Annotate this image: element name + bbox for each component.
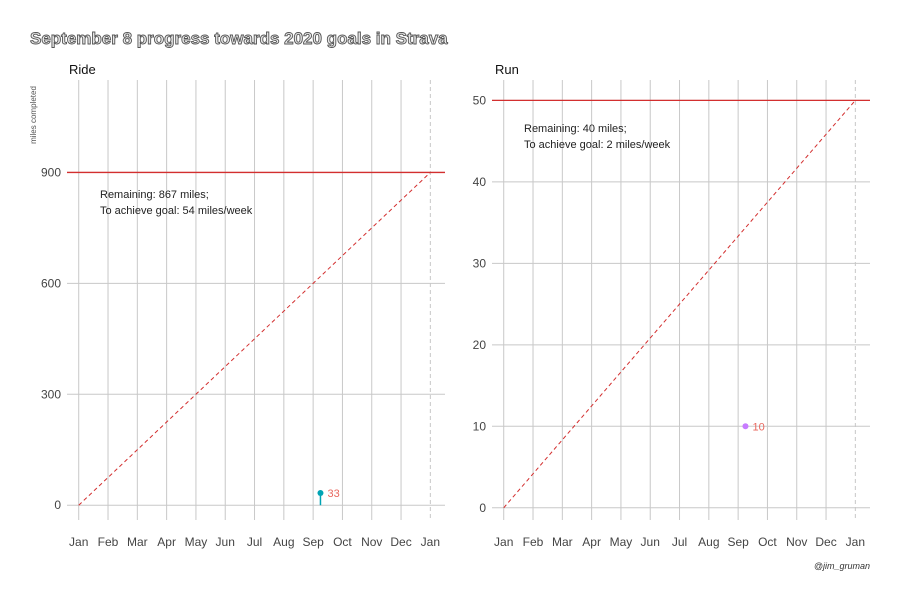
x-tick-label: Jul [247,535,262,549]
x-tick-label: Oct [758,535,777,549]
panel-title: Ride [69,62,96,77]
progress-point-label: 33 [327,488,339,500]
x-tick-label: Aug [273,535,294,549]
y-tick-label: 30 [473,256,487,270]
annotation-text: To achieve goal: 2 miles/week [524,139,671,151]
annotation-text: Remaining: 40 miles; [524,123,627,135]
y-tick-label: 50 [473,93,487,107]
progress-point [317,490,324,497]
x-tick-label: Jul [672,535,687,549]
x-tick-label: Dec [815,535,836,549]
x-tick-label: Mar [127,535,148,549]
x-tick-label: May [610,535,633,549]
x-tick-label: Sep [302,535,324,549]
x-tick-label: Jan [69,535,88,549]
target-trajectory-line [503,100,856,509]
panel-title: Run [495,62,519,77]
y-tick-label: 0 [54,498,61,512]
y-tick-label: 10 [473,419,487,433]
annotation-text: Remaining: 867 miles; [100,189,209,201]
x-tick-label: Jan [846,535,865,549]
target-trajectory-line [78,172,431,506]
y-tick-label: 900 [41,165,61,179]
y-tick-label: 40 [473,175,487,189]
y-tick-label: 20 [473,338,487,352]
x-tick-label: Jan [421,535,440,549]
progress-point [742,423,749,430]
y-tick-label: 600 [41,276,61,290]
y-axis-label: miles completed [29,86,38,144]
x-tick-label: Feb [98,535,119,549]
ride-panel: Jan Feb Mar Apr May Jun Jul Aug Sep Oct Nov Dec Jan 0… [29,62,445,549]
x-tick-label: Sep [727,535,749,549]
x-tick-label: Apr [582,535,601,549]
x-tick-label: Jan [494,535,513,549]
y-tick-label: 300 [41,387,61,401]
x-tick-label: Aug [698,535,719,549]
x-tick-label: Apr [157,535,176,549]
progress-point-label: 10 [752,421,764,433]
x-tick-label: Feb [523,535,544,549]
x-tick-label: Jun [216,535,235,549]
figure-title: September 8 progress towards 2020 goals … [30,29,448,48]
x-tick-label: Oct [333,535,352,549]
annotation-text: To achieve goal: 54 miles/week [100,205,253,217]
x-tick-label: Nov [786,535,807,549]
x-tick-label: Dec [390,535,411,549]
run-panel: Jan Feb Mar Apr May Jun Jul Aug Sep Oct Nov Dec Jan 0… [473,62,870,549]
x-tick-label: May [185,535,208,549]
y-tick-label: 0 [479,501,486,515]
x-tick-label: Jun [641,535,660,549]
x-tick-label: Mar [552,535,573,549]
x-tick-label: Nov [361,535,382,549]
caption: @jim_gruman [814,561,870,571]
